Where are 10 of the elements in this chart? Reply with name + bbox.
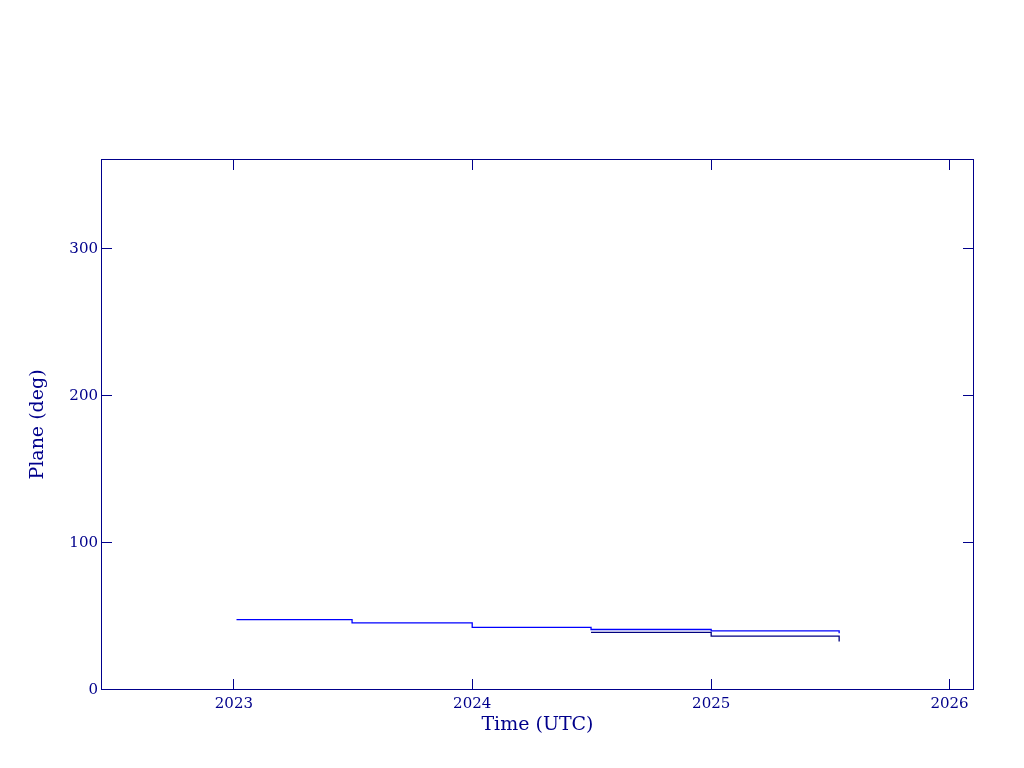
x-tick-label: 2026 — [930, 694, 969, 712]
y-axis-title: Plane (deg) — [25, 369, 48, 480]
x-axis-title: Time (UTC) — [481, 712, 594, 734]
y-tick-label: 300 — [69, 239, 98, 258]
x-tick-label: 2024 — [453, 694, 492, 712]
y-tick-label: 0 — [88, 680, 98, 699]
y-tick-label: 200 — [69, 386, 98, 405]
x-tick-label: 2023 — [214, 694, 253, 712]
x-tick-label: 2025 — [692, 694, 731, 712]
y-tick-label: 100 — [69, 533, 98, 552]
